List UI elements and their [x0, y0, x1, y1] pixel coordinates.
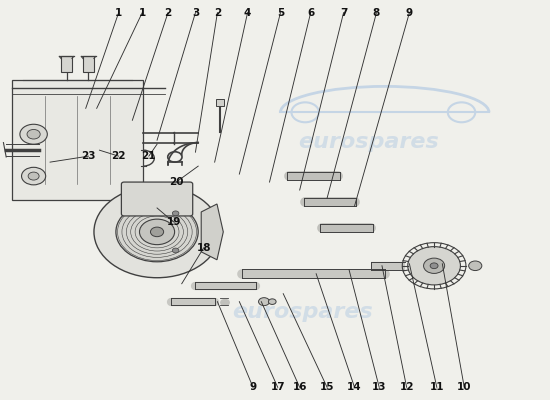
FancyBboxPatch shape — [122, 182, 192, 216]
Text: eurospares: eurospares — [298, 132, 439, 152]
Circle shape — [27, 130, 40, 139]
Circle shape — [116, 202, 198, 262]
Circle shape — [94, 186, 220, 278]
Circle shape — [172, 211, 179, 216]
Circle shape — [430, 263, 438, 269]
Circle shape — [424, 258, 444, 274]
Circle shape — [469, 261, 482, 270]
Text: 17: 17 — [271, 382, 285, 392]
Text: 11: 11 — [430, 382, 444, 392]
Text: 15: 15 — [320, 382, 334, 392]
Text: 12: 12 — [399, 382, 414, 392]
Circle shape — [21, 167, 46, 185]
Text: 7: 7 — [340, 8, 347, 18]
Text: 22: 22 — [112, 151, 126, 161]
Bar — [12, 80, 144, 200]
Circle shape — [28, 172, 39, 180]
Bar — [216, 99, 224, 106]
Text: 19: 19 — [166, 217, 181, 227]
Bar — [83, 56, 94, 72]
Bar — [61, 56, 72, 72]
Circle shape — [140, 219, 174, 245]
Text: 4: 4 — [244, 8, 251, 18]
Text: 1: 1 — [115, 8, 122, 18]
Text: 5: 5 — [277, 8, 284, 18]
Text: 18: 18 — [196, 243, 211, 253]
Text: 2: 2 — [214, 8, 221, 18]
Text: 9: 9 — [406, 8, 413, 18]
Text: 8: 8 — [373, 8, 380, 18]
Text: eurospares: eurospares — [232, 302, 373, 322]
Circle shape — [408, 247, 460, 285]
Text: 3: 3 — [192, 8, 199, 18]
Polygon shape — [201, 204, 223, 260]
Text: 6: 6 — [307, 8, 314, 18]
Text: 14: 14 — [347, 382, 362, 392]
Circle shape — [20, 124, 47, 144]
Circle shape — [172, 248, 179, 253]
Text: 23: 23 — [81, 151, 96, 161]
Circle shape — [268, 299, 276, 304]
Text: 2: 2 — [164, 8, 172, 18]
Text: 20: 20 — [169, 177, 184, 187]
Text: 1: 1 — [139, 8, 146, 18]
Text: 13: 13 — [372, 382, 387, 392]
Text: 9: 9 — [250, 382, 257, 392]
Circle shape — [258, 298, 270, 306]
Circle shape — [151, 227, 164, 237]
Text: 16: 16 — [293, 382, 307, 392]
Text: 21: 21 — [141, 151, 156, 161]
Text: 10: 10 — [457, 382, 471, 392]
